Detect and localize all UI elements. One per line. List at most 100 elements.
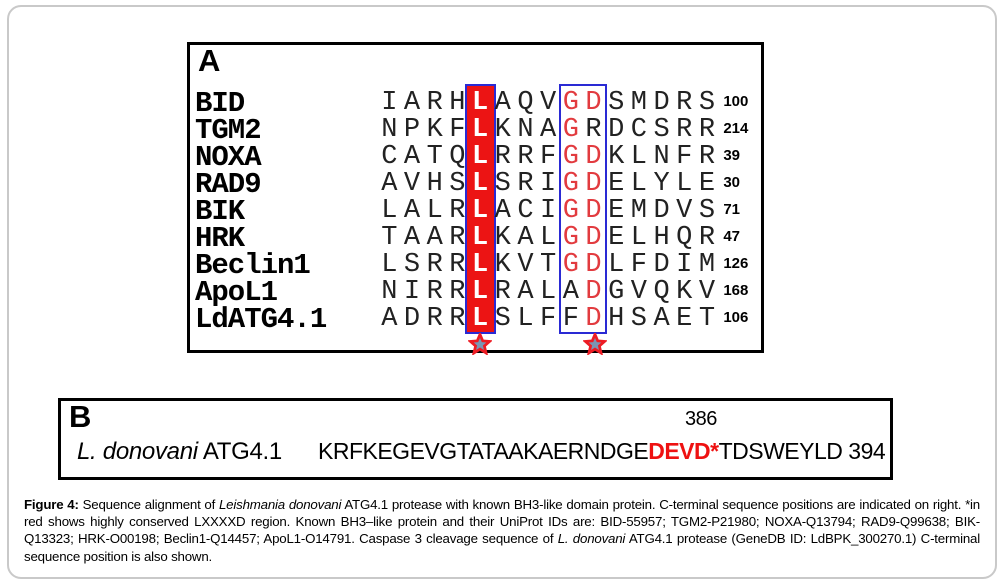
sequence-char: G [608,277,625,307]
sequence-char: G [562,250,579,280]
sequence-char: F [630,250,647,280]
sequence-char: A [517,277,534,307]
caption-segment: ATG4.1 protease (GeneDB ID: LdBPK_300270… [24,531,980,564]
sequence-char: D [585,223,602,253]
sequence-char: E [676,304,693,334]
sequence-char: R [449,277,466,307]
sequence-char: R [676,88,693,118]
alignment-row: TGM2 N P K F L K N A G R D C S R R 214 [190,114,761,147]
sequence-char: I [403,277,421,307]
sequence-char: R [449,223,466,253]
sequence-char: R [698,115,716,145]
sequence-char: R [426,277,443,307]
sequence-post: TDSWEYLD [718,438,843,464]
sequence-char: G [562,142,579,172]
sequence-char: S [698,196,716,226]
sequence-char: S [449,169,466,199]
sequence-char: L [630,169,647,199]
sequence-char: A [403,196,421,226]
sequence-char: L [471,88,489,118]
sequence-char: L [517,304,534,334]
sequence-char: D [653,88,670,118]
sequence-char: I [540,169,557,199]
panel-b-label: B [69,399,92,434]
sequence-pre: KRFKEGEVGTATAAKAERNDGE [318,438,649,464]
protein-name: HRK [195,222,245,255]
alignment-row: ApoL1 N I R R L R A L A D G V Q K V 168 [190,276,761,309]
sequence-char: L [630,142,647,172]
sequence-char: R [494,277,511,307]
sequence-char: S [494,169,511,199]
protein-name: TGM2 [195,114,262,147]
sequence-char: D [585,142,602,172]
sequence-char: Q [517,88,534,118]
sequence-char: L [608,250,625,280]
cleavage-sequence-line: L. donovani ATG4.1 KRFKEGEVGTATAAKAERNDG… [77,438,886,466]
sequence-char: D [585,169,602,199]
sequence-char: I [540,196,557,226]
sequence-char: L [381,196,398,226]
sequence-char: K [494,250,511,280]
sequence-char: A [381,304,398,334]
sequence-char: R [449,196,466,226]
sequence-char: A [653,304,670,334]
sequence-char: Q [653,277,670,307]
sequence-char: F [540,142,557,172]
sequence-char: M [630,88,647,118]
sequence-char: Q [676,223,693,253]
cleavage-sequence: KRFKEGEVGTATAAKAERNDGEDEVD*TDSWEYLD 394 [318,438,886,465]
conserved-l-star-icon [468,333,492,355]
sequence-char: Q [449,142,466,172]
sequence-char: V [403,169,421,199]
protein-name: LdATG4.1 [195,303,327,336]
sequence-char: V [698,277,716,307]
caption-segment: L. donovani [557,531,626,547]
c-terminal-position: 168 [723,282,749,299]
sequence-char: R [676,115,693,145]
sequence-char: L [471,115,489,145]
sequence-char: R [426,250,443,280]
sequence-char: R [585,115,602,145]
organism-name: L. donovani [77,438,198,465]
sequence-char: D [653,250,670,280]
sequence-char: K [426,115,443,145]
protein-name: ApoL1 [195,276,278,309]
sequence-char: L [540,277,557,307]
protein-name: RAD9 [195,168,262,201]
protein-name: Beclin1 [195,249,311,282]
protein-suffix: ATG4.1 [197,438,282,465]
sequence-char: A [494,88,511,118]
sequence-char: I [381,88,398,118]
alignment-row: BIK L A L R L A C I G D E M D V S 71 [190,196,761,226]
c-terminal-position-394: 394 [842,438,886,464]
sequence-char: V [540,88,557,118]
sequence-char: V [517,250,534,280]
sequence-char: L [426,196,443,226]
sequence-char: D [403,304,421,334]
sequence-char: C [381,142,398,172]
caption-segment: Sequence alignment of [82,497,219,512]
protein-name: NOXA [195,141,262,174]
sequence-char: S [494,304,511,334]
sequence-char: D [585,304,602,334]
sequence-char: A [517,223,534,253]
sequence-char: A [403,142,421,172]
sequence-char: L [676,169,693,199]
panel-a-alignment-box: A BID I A R H L A Q V G D S M D R S 100 TGM2 N P K F L K N A G R D C S… [187,42,764,355]
sequence-char: H [653,223,670,253]
sequence-char: S [403,250,421,280]
sequence-char: A [494,196,511,226]
sequence-char: G [562,88,579,118]
c-terminal-position: 30 [723,174,740,191]
sequence-char: R [517,142,534,172]
sequence-char: M [698,250,716,280]
sequence-char: F [449,115,466,145]
sequence-char: L [471,250,489,280]
sequence-char: K [494,223,511,253]
cleavage-position-386: 386 [685,408,717,430]
sequence-char: H [426,169,443,199]
sequence-char: A [403,88,421,118]
sequence-char: G [562,223,579,253]
sequence-char: S [608,88,625,118]
sequence-char: K [494,115,511,145]
